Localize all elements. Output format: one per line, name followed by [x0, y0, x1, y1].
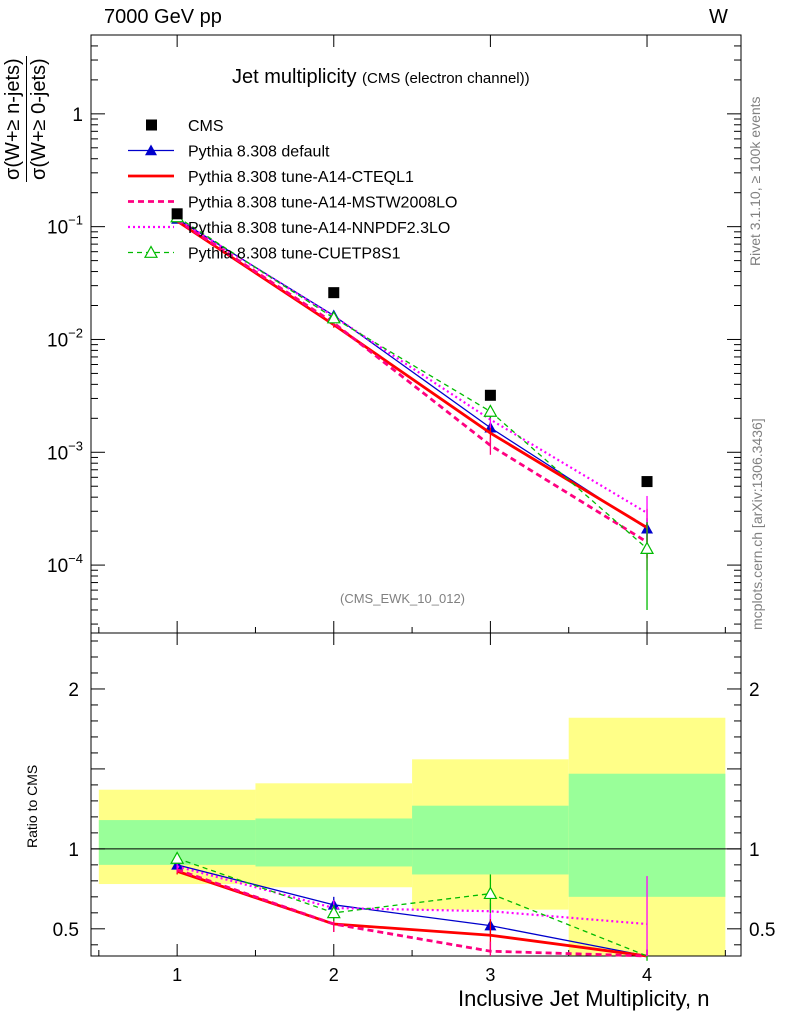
ratio-line-default — [176, 864, 648, 957]
main-series-cuetp8s1 — [170, 209, 655, 610]
ratio-point-cuetp8s1 — [483, 886, 498, 900]
main-point-cuetp8s1 — [483, 404, 498, 417]
main-line-mstw — [176, 219, 648, 544]
main-series — [170, 209, 655, 610]
header-right: W — [709, 6, 728, 28]
analysis-tag: (CMS_EWK_10_012) — [340, 591, 465, 606]
cms-data-point — [171, 208, 183, 220]
legend: CMS Pythia 8.308 default Pythia 8.308 tune… — [128, 118, 457, 263]
main-point-cuetp8s1 — [326, 310, 341, 324]
legend-item-data: CMS — [146, 118, 224, 135]
y-tick-exponent: −3 — [68, 438, 83, 453]
plot-title-sub: (CMS (electron channel)) — [362, 70, 530, 87]
y-tick-label-main: 10−1 — [47, 213, 83, 239]
legend-item-nnpdf: Pythia 8.308 tune-A14-NNPDF2.3LO — [128, 220, 450, 237]
band-inner-2 — [255, 818, 413, 867]
y-tick-label-main: 10−2 — [47, 325, 83, 351]
ratio-line-nnpdf — [176, 865, 648, 926]
ratio-line-mstw — [176, 868, 648, 958]
legend-swatch-marker-default — [145, 144, 157, 156]
plot-title-main: Jet multiplicity — [232, 66, 357, 88]
y-tick-exponent: −2 — [68, 325, 83, 340]
plot-title: Jet multiplicity (CMS (electron channel)… — [232, 66, 530, 89]
band-inner-3 — [412, 805, 569, 875]
x-axis-label: Inclusive Jet Multiplicity, n — [458, 986, 710, 1011]
legend-item-cuetp8s1: Pythia 8.308 tune-CUETP8S1 — [128, 245, 401, 263]
main-point-cuetp8s1 — [640, 541, 655, 554]
ratio-uncertainty-bands — [98, 717, 726, 956]
ratio-point-cuetp8s1 — [326, 905, 341, 919]
x-tick-label: 4 — [642, 965, 652, 985]
ratio-line-cuetp8s1 — [176, 857, 648, 957]
y-tick-label-ratio-left: 1 — [68, 840, 79, 861]
y-tick-label-ratio-left: 0.5 — [53, 920, 79, 941]
ratio-point-cuetp8s1 — [170, 851, 185, 864]
legend-label-default: Pythia 8.308 default — [188, 144, 330, 161]
y-tick-label-main: 10−4 — [47, 551, 83, 577]
legend-swatch-marker-cuetp8s1 — [143, 245, 159, 258]
cms-data-point — [641, 476, 653, 488]
cms-data-point — [328, 287, 340, 299]
y-tick-label-ratio-right: 0.5 — [749, 920, 775, 941]
x-tick-label: 1 — [172, 965, 182, 985]
legend-label-data: CMS — [188, 118, 224, 135]
axis-ticks: 1 2 3 4 1 10−1 10−2 10−3 10−4 0.5 0.5 1 1 2 2 — [47, 34, 775, 985]
legend-item-default: Pythia 8.308 default — [128, 144, 330, 161]
y-tick-label-ratio-right: 1 — [749, 840, 760, 861]
legend-item-mstw: Pythia 8.308 tune-A14-MSTW2008LO — [128, 195, 457, 212]
legend-label-nnpdf: Pythia 8.308 tune-A14-NNPDF2.3LO — [188, 220, 450, 237]
legend-swatch-cms — [146, 119, 157, 131]
ratio-series — [170, 851, 648, 961]
legend-label-cteql1: Pythia 8.308 tune-A14-CTEQL1 — [188, 169, 414, 186]
ratio-series-cuetp8s1 — [170, 851, 648, 961]
legend-item-cteql1: Pythia 8.308 tune-A14-CTEQL1 — [128, 169, 414, 186]
main-data-points — [171, 208, 653, 488]
y-tick-label-main: 1 — [72, 105, 83, 126]
main-line-cuetp8s1 — [176, 216, 648, 550]
plot-frames — [90, 34, 742, 957]
ratio-frame — [90, 632, 742, 957]
header-left: 7000 GeV pp — [104, 6, 222, 28]
x-tick-label: 2 — [329, 965, 339, 985]
y-tick-label-ratio-right: 2 — [749, 680, 760, 701]
main-series-mstw — [176, 218, 648, 571]
main-series-cteql1 — [176, 219, 648, 559]
cms-data-point — [484, 389, 496, 401]
y-tick-exponent: −4 — [68, 551, 83, 566]
y-tick-exponent: −1 — [68, 213, 83, 228]
legend-label-mstw: Pythia 8.308 tune-A14-MSTW2008LO — [188, 195, 457, 212]
legend-label-cuetp8s1: Pythia 8.308 tune-CUETP8S1 — [188, 246, 401, 263]
y-tick-label-ratio-left: 2 — [68, 680, 79, 701]
y-tick-label-main: 10−3 — [47, 438, 83, 464]
x-tick-label: 3 — [485, 965, 495, 985]
